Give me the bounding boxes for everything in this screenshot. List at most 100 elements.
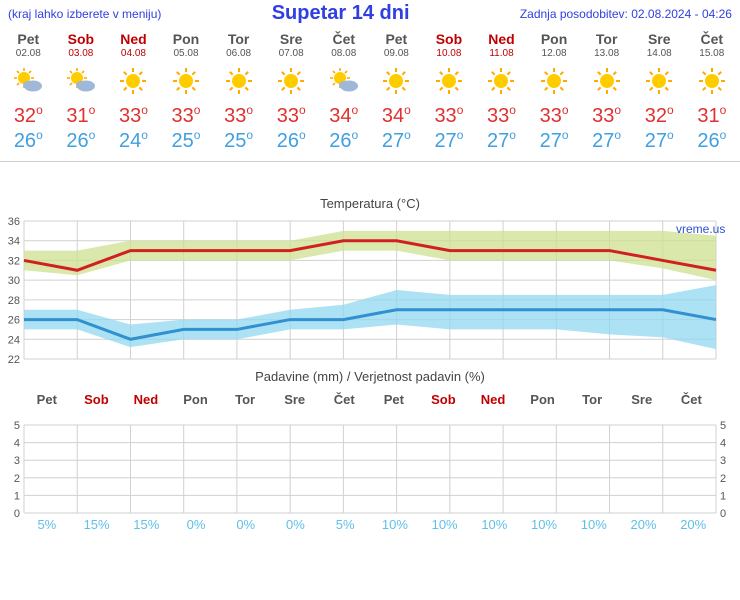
header: (kraj lahko izberete v meniju) Supetar 1… xyxy=(0,0,740,27)
day-cell: Pon05.0833o25o xyxy=(160,31,213,153)
updated-label: Zadnja posodobitev: 02.08.2024 - 04:26 xyxy=(520,7,732,21)
svg-text:24: 24 xyxy=(8,334,20,346)
temp-low: 25o xyxy=(212,130,265,153)
sun-icon xyxy=(686,63,739,99)
day-date: 10.08 xyxy=(423,48,476,59)
svg-text:3: 3 xyxy=(720,455,726,467)
temp-low: 26o xyxy=(55,130,108,153)
day-name: Sob xyxy=(55,31,108,47)
temp-high: 34o xyxy=(370,105,423,128)
forecast-days-row: Pet02.0832o26oSob03.0831o26oNed04.0833o2… xyxy=(0,27,740,162)
temp-low: 27o xyxy=(633,130,686,153)
precip-probability: 10% xyxy=(519,517,569,532)
day-name: Čet xyxy=(686,31,739,47)
svg-text:1: 1 xyxy=(14,490,20,502)
svg-text:1: 1 xyxy=(720,490,726,502)
day-date: 04.08 xyxy=(107,48,160,59)
day-cell: Sob03.0831o26o xyxy=(55,31,108,153)
temp-low: 27o xyxy=(580,130,633,153)
temp-low: 25o xyxy=(160,130,213,153)
precip-probability: 20% xyxy=(619,517,669,532)
precip-probability: 15% xyxy=(72,517,122,532)
precip-probability: 10% xyxy=(569,517,619,532)
temp-high: 33o xyxy=(423,105,476,128)
temp-low: 26o xyxy=(2,130,55,153)
precip-probability: 0% xyxy=(271,517,321,532)
day-date: 06.08 xyxy=(212,48,265,59)
temperature-chart: 2224262830323436vreme.us xyxy=(0,215,740,365)
temp-low: 27o xyxy=(423,130,476,153)
page-title: Supetar 14 dni xyxy=(272,2,410,25)
temp-high: 34o xyxy=(317,105,370,128)
day-cell: Ned11.08 33o27o xyxy=(475,31,528,153)
temp-high: 33o xyxy=(212,105,265,128)
svg-text:2: 2 xyxy=(720,473,726,485)
day-cell: Sre14.08 32o27o xyxy=(633,31,686,153)
svg-text:36: 36 xyxy=(8,216,20,228)
day-name: Ned xyxy=(475,31,528,47)
day-date: 14.08 xyxy=(633,48,686,59)
temp-low: 26o xyxy=(317,130,370,153)
day-name: Pet xyxy=(2,31,55,47)
temp-high: 33o xyxy=(580,105,633,128)
svg-text:vreme.us: vreme.us xyxy=(676,222,725,236)
day-cell: Ned04.08 33o24o xyxy=(107,31,160,153)
day-name: Ned xyxy=(107,31,160,47)
day-date: 09.08 xyxy=(370,48,423,59)
precip-probability: 10% xyxy=(469,517,519,532)
temp-high: 32o xyxy=(633,105,686,128)
precip-days-row: PetSobNedPonTorSreČetPetSobNedPonTorSreČ… xyxy=(0,388,718,407)
day-name: Sob xyxy=(423,31,476,47)
precip-day-name: Sob xyxy=(419,392,469,407)
temp-high: 33o xyxy=(265,105,318,128)
sun-icon xyxy=(528,63,581,99)
precip-day-name: Ned xyxy=(121,392,171,407)
precip-probability: 20% xyxy=(668,517,718,532)
precip-day-name: Sre xyxy=(617,392,667,407)
day-date: 12.08 xyxy=(528,48,581,59)
precip-day-name: Tor xyxy=(567,392,617,407)
svg-text:4: 4 xyxy=(720,438,726,450)
day-cell: Čet15.0831o26o xyxy=(686,31,739,153)
temp-low: 27o xyxy=(370,130,423,153)
day-name: Tor xyxy=(212,31,265,47)
precip-probability: 5% xyxy=(22,517,72,532)
precip-chart-title: Padavine (mm) / Verjetnost padavin (%) xyxy=(0,365,740,388)
temp-low: 26o xyxy=(265,130,318,153)
sun-icon xyxy=(370,63,423,99)
day-date: 03.08 xyxy=(55,48,108,59)
day-cell: Tor13.0833o27o xyxy=(580,31,633,153)
temp-high: 32o xyxy=(2,105,55,128)
precip-probability: 0% xyxy=(221,517,271,532)
svg-text:30: 30 xyxy=(8,275,20,287)
day-name: Sre xyxy=(633,31,686,47)
svg-text:2: 2 xyxy=(14,473,20,485)
sun-icon xyxy=(475,63,528,99)
svg-text:32: 32 xyxy=(8,255,20,267)
day-date: 15.08 xyxy=(686,48,739,59)
precip-day-name: Sob xyxy=(72,392,122,407)
sun-icon xyxy=(633,63,686,99)
svg-text:0: 0 xyxy=(14,508,20,517)
precip-day-name: Tor xyxy=(220,392,270,407)
day-date: 11.08 xyxy=(475,48,528,59)
temp-high: 33o xyxy=(475,105,528,128)
precip-probability: 10% xyxy=(370,517,420,532)
temp-low: 24o xyxy=(107,130,160,153)
menu-hint[interactable]: (kraj lahko izberete v meniju) xyxy=(8,7,161,21)
precip-day-name: Pet xyxy=(22,392,72,407)
sun-cloud-icon xyxy=(55,63,108,99)
day-date: 02.08 xyxy=(2,48,55,59)
day-cell: Tor06.08 33o25o xyxy=(212,31,265,153)
precipitation-chart: 001122334455 xyxy=(0,407,740,517)
sun-icon xyxy=(107,63,160,99)
temp-low: 27o xyxy=(475,130,528,153)
precip-probability: 15% xyxy=(121,517,171,532)
temp-high: 33o xyxy=(160,105,213,128)
temp-high: 33o xyxy=(107,105,160,128)
precip-day-name: Pet xyxy=(369,392,419,407)
sun-icon xyxy=(423,63,476,99)
svg-text:22: 22 xyxy=(8,354,20,365)
sun-cloud-icon xyxy=(2,63,55,99)
precip-day-name: Čet xyxy=(319,392,369,407)
